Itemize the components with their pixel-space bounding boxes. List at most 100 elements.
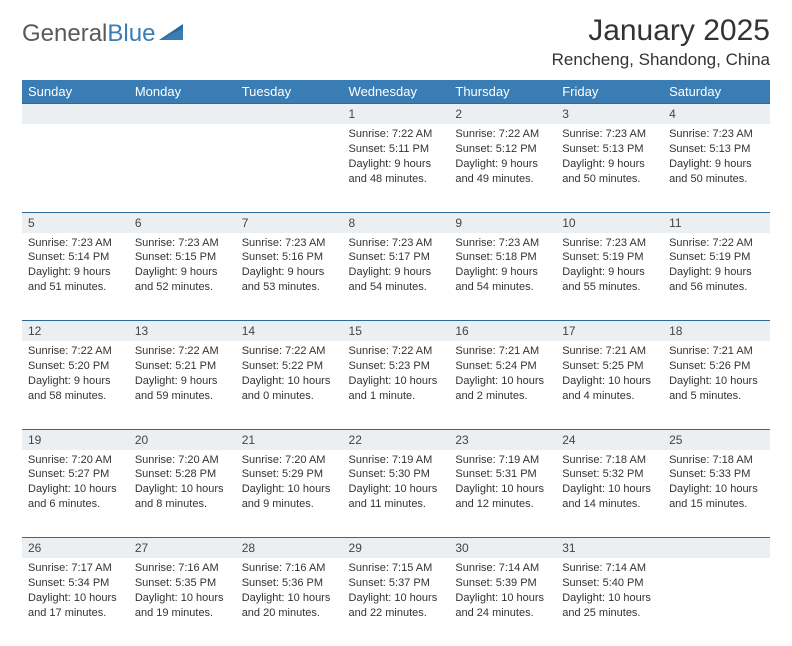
- day-cell: [22, 124, 129, 212]
- sunset-line: Sunset: 5:13 PM: [562, 142, 657, 157]
- day-number: 3: [556, 104, 663, 125]
- day-cell: Sunrise: 7:15 AMSunset: 5:37 PMDaylight:…: [343, 558, 450, 646]
- sunrise-line: Sunrise: 7:21 AM: [669, 344, 764, 359]
- sunset-line: Sunset: 5:35 PM: [135, 576, 230, 591]
- daylight-line: Daylight: 9 hours and 56 minutes.: [669, 265, 764, 295]
- day-number: 19: [22, 429, 129, 450]
- sunset-line: Sunset: 5:28 PM: [135, 467, 230, 482]
- daylight-line: Daylight: 10 hours and 14 minutes.: [562, 482, 657, 512]
- daylight-line: Daylight: 10 hours and 9 minutes.: [242, 482, 337, 512]
- sunset-line: Sunset: 5:39 PM: [455, 576, 550, 591]
- sunset-line: Sunset: 5:31 PM: [455, 467, 550, 482]
- daylight-line: Daylight: 10 hours and 22 minutes.: [349, 591, 444, 621]
- daylight-line: Daylight: 9 hours and 50 minutes.: [669, 157, 764, 187]
- logo-word1: General: [22, 20, 107, 47]
- day-number: 16: [449, 321, 556, 342]
- day-content-row: Sunrise: 7:17 AMSunset: 5:34 PMDaylight:…: [22, 558, 770, 646]
- sunrise-line: Sunrise: 7:23 AM: [562, 127, 657, 142]
- day-number-row: 567891011: [22, 212, 770, 233]
- daylight-line: Daylight: 9 hours and 52 minutes.: [135, 265, 230, 295]
- sunset-line: Sunset: 5:29 PM: [242, 467, 337, 482]
- sunrise-line: Sunrise: 7:21 AM: [562, 344, 657, 359]
- daylight-line: Daylight: 10 hours and 1 minute.: [349, 374, 444, 404]
- day-number: 28: [236, 538, 343, 559]
- day-cell: Sunrise: 7:17 AMSunset: 5:34 PMDaylight:…: [22, 558, 129, 646]
- day-number: 30: [449, 538, 556, 559]
- daylight-line: Daylight: 9 hours and 54 minutes.: [349, 265, 444, 295]
- day-number: 26: [22, 538, 129, 559]
- sunrise-line: Sunrise: 7:19 AM: [349, 453, 444, 468]
- day-number-row: 262728293031: [22, 538, 770, 559]
- sunrise-line: Sunrise: 7:20 AM: [28, 453, 123, 468]
- sunset-line: Sunset: 5:26 PM: [669, 359, 764, 374]
- day-cell: Sunrise: 7:22 AMSunset: 5:21 PMDaylight:…: [129, 341, 236, 429]
- day-number: [22, 104, 129, 125]
- day-cell: Sunrise: 7:18 AMSunset: 5:33 PMDaylight:…: [663, 450, 770, 538]
- day-cell: Sunrise: 7:22 AMSunset: 5:22 PMDaylight:…: [236, 341, 343, 429]
- day-cell: Sunrise: 7:23 AMSunset: 5:19 PMDaylight:…: [556, 233, 663, 321]
- day-number: 21: [236, 429, 343, 450]
- sunrise-line: Sunrise: 7:20 AM: [242, 453, 337, 468]
- daylight-line: Daylight: 9 hours and 48 minutes.: [349, 157, 444, 187]
- title-block: January 2025 Rencheng, Shandong, China: [552, 14, 770, 70]
- sunset-line: Sunset: 5:40 PM: [562, 576, 657, 591]
- day-number: 11: [663, 212, 770, 233]
- weekday-header: Wednesday: [343, 80, 450, 104]
- day-number: 18: [663, 321, 770, 342]
- day-number: 7: [236, 212, 343, 233]
- day-cell: Sunrise: 7:20 AMSunset: 5:28 PMDaylight:…: [129, 450, 236, 538]
- daylight-line: Daylight: 9 hours and 58 minutes.: [28, 374, 123, 404]
- day-cell: Sunrise: 7:22 AMSunset: 5:12 PMDaylight:…: [449, 124, 556, 212]
- day-number-row: 19202122232425: [22, 429, 770, 450]
- weekday-header: Saturday: [663, 80, 770, 104]
- sunset-line: Sunset: 5:36 PM: [242, 576, 337, 591]
- day-number-row: 1234: [22, 104, 770, 125]
- day-number-row: 12131415161718: [22, 321, 770, 342]
- daylight-line: Daylight: 10 hours and 6 minutes.: [28, 482, 123, 512]
- day-cell: Sunrise: 7:14 AMSunset: 5:40 PMDaylight:…: [556, 558, 663, 646]
- sunrise-line: Sunrise: 7:16 AM: [242, 561, 337, 576]
- day-content-row: Sunrise: 7:20 AMSunset: 5:27 PMDaylight:…: [22, 450, 770, 538]
- weekday-header: Friday: [556, 80, 663, 104]
- daylight-line: Daylight: 10 hours and 19 minutes.: [135, 591, 230, 621]
- day-number: [129, 104, 236, 125]
- daylight-line: Daylight: 9 hours and 50 minutes.: [562, 157, 657, 187]
- weekday-header: Monday: [129, 80, 236, 104]
- day-number: 23: [449, 429, 556, 450]
- day-number: 20: [129, 429, 236, 450]
- logo-word2: Blue: [107, 20, 155, 47]
- daylight-line: Daylight: 9 hours and 55 minutes.: [562, 265, 657, 295]
- sunrise-line: Sunrise: 7:23 AM: [135, 236, 230, 251]
- day-number: 6: [129, 212, 236, 233]
- day-cell: Sunrise: 7:16 AMSunset: 5:35 PMDaylight:…: [129, 558, 236, 646]
- weekday-header: Thursday: [449, 80, 556, 104]
- calendar-table: SundayMondayTuesdayWednesdayThursdayFrid…: [22, 80, 770, 646]
- day-cell: [236, 124, 343, 212]
- sunset-line: Sunset: 5:15 PM: [135, 250, 230, 265]
- sunrise-line: Sunrise: 7:14 AM: [562, 561, 657, 576]
- logo-text: GeneralBlue: [22, 20, 155, 48]
- day-number: 25: [663, 429, 770, 450]
- sunset-line: Sunset: 5:16 PM: [242, 250, 337, 265]
- weekday-header: Tuesday: [236, 80, 343, 104]
- sunrise-line: Sunrise: 7:23 AM: [28, 236, 123, 251]
- day-number: 4: [663, 104, 770, 125]
- day-cell: Sunrise: 7:19 AMSunset: 5:31 PMDaylight:…: [449, 450, 556, 538]
- sunrise-line: Sunrise: 7:23 AM: [669, 127, 764, 142]
- day-cell: Sunrise: 7:20 AMSunset: 5:27 PMDaylight:…: [22, 450, 129, 538]
- daylight-line: Daylight: 10 hours and 2 minutes.: [455, 374, 550, 404]
- sunset-line: Sunset: 5:34 PM: [28, 576, 123, 591]
- day-number: 10: [556, 212, 663, 233]
- sunset-line: Sunset: 5:27 PM: [28, 467, 123, 482]
- sunrise-line: Sunrise: 7:22 AM: [669, 236, 764, 251]
- day-cell: Sunrise: 7:23 AMSunset: 5:18 PMDaylight:…: [449, 233, 556, 321]
- day-cell: Sunrise: 7:19 AMSunset: 5:30 PMDaylight:…: [343, 450, 450, 538]
- day-number: 9: [449, 212, 556, 233]
- day-number: [663, 538, 770, 559]
- sunset-line: Sunset: 5:24 PM: [455, 359, 550, 374]
- day-number: 8: [343, 212, 450, 233]
- sunset-line: Sunset: 5:14 PM: [28, 250, 123, 265]
- header: GeneralBlue January 2025 Rencheng, Shand…: [22, 14, 770, 70]
- sunset-line: Sunset: 5:30 PM: [349, 467, 444, 482]
- sunrise-line: Sunrise: 7:22 AM: [349, 127, 444, 142]
